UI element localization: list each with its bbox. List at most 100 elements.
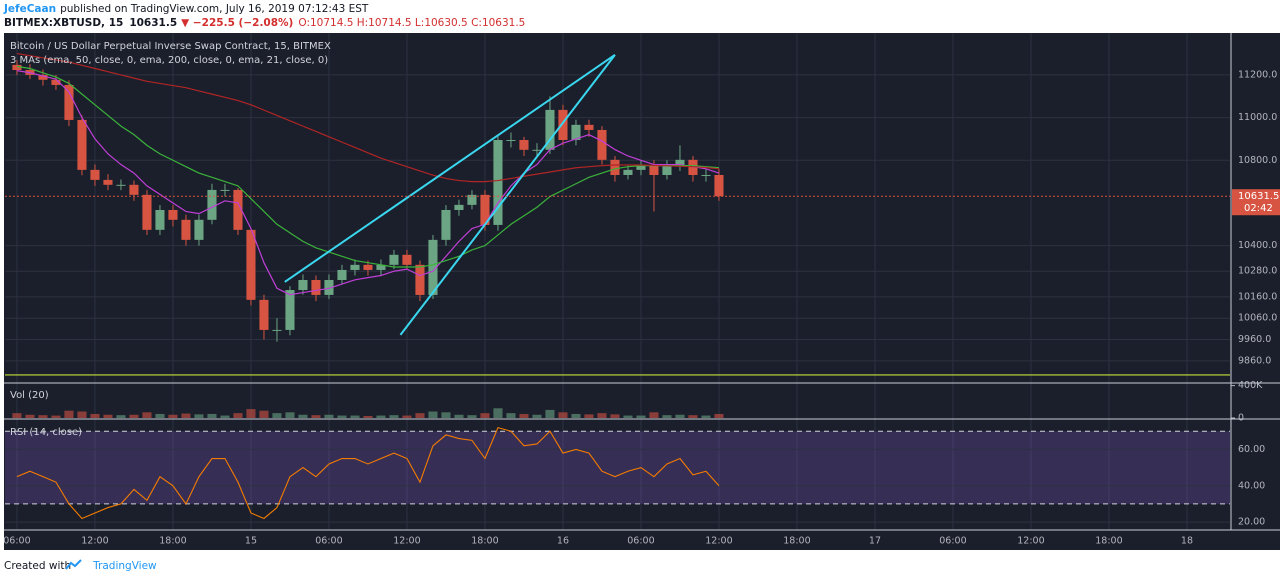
candle-body (168, 209, 178, 220)
candle-body (402, 254, 412, 265)
candle-body (103, 179, 113, 185)
x-tick-label: 06:00 (627, 536, 654, 547)
candle-body (376, 264, 386, 270)
candle-body (155, 209, 165, 230)
volume-bar (324, 414, 334, 418)
candle-body (181, 219, 191, 240)
x-tick-label: 18:00 (1095, 536, 1122, 547)
footer-prefix: Created with (4, 560, 71, 572)
candle-body (350, 264, 360, 270)
x-tick-label: 06:00 (3, 536, 30, 547)
x-tick-label: 12:00 (705, 536, 732, 547)
rsi-band (5, 431, 1230, 504)
volume-bar (259, 410, 269, 418)
y-tick-label: 10280.0 (1238, 266, 1277, 277)
volume-bar (649, 412, 659, 418)
volume-bar (506, 413, 516, 418)
tv-logo (65, 559, 82, 570)
y-tick-label: 10160.0 (1238, 291, 1277, 302)
volume-bar (571, 413, 581, 418)
volume-bar (181, 413, 191, 418)
candle-body (636, 164, 646, 170)
volume-bar (168, 414, 178, 418)
price-tag-label: 10631.5 (1238, 191, 1279, 202)
candle-body (337, 269, 347, 280)
indicator-label: 3 MAs (ema, 50, close, 0, ema, 200, clos… (10, 55, 328, 66)
candle-body (558, 109, 568, 140)
volume-bar (467, 415, 477, 418)
candle-body (493, 139, 503, 225)
candle-body (129, 184, 139, 195)
volume-tick-label: 400K (1238, 380, 1263, 391)
y-tick-label: 10060.0 (1238, 313, 1277, 324)
candle-body (441, 209, 451, 240)
ohlc: O:10714.5 H:10714.5 L:10630.5 C:10631.5 (298, 17, 525, 29)
candle-body (363, 264, 373, 270)
x-tick-label: 06:00 (939, 536, 966, 547)
x-tick-label: 12:00 (393, 536, 420, 547)
volume-bar (662, 415, 672, 418)
candle-body (116, 184, 126, 186)
candle-body (285, 290, 295, 330)
x-tick-label: 18:00 (471, 536, 498, 547)
candle-body (246, 229, 256, 300)
candle-body (506, 139, 516, 141)
volume-bar (51, 415, 61, 418)
rsi-tick-label: 20.00 (1238, 517, 1265, 528)
volume-bar (25, 414, 35, 418)
candle-body (545, 109, 555, 150)
volume-tick-label: 0 (1238, 413, 1244, 424)
candle-body (701, 174, 711, 176)
volume-bar (311, 415, 321, 418)
candle-body (480, 194, 490, 225)
candle-body (714, 174, 724, 197)
y-tick-label: 9860.0 (1238, 355, 1271, 366)
x-tick-label: 15 (245, 536, 257, 547)
volume-bar (64, 410, 74, 418)
published: published on TradingView.com, July 16, 2… (60, 3, 369, 15)
volume-bar (233, 413, 243, 418)
volume-bar (103, 414, 113, 418)
volume-bar (194, 414, 204, 418)
volume-bar (129, 414, 139, 418)
volume-bar (701, 415, 711, 418)
x-tick-label: 18:00 (159, 536, 186, 547)
volume-bar (90, 413, 100, 418)
volume-bar (402, 415, 412, 418)
candle-body (623, 169, 633, 175)
candle-body (662, 164, 672, 175)
volume-bar (337, 415, 347, 418)
candle-body (259, 299, 269, 330)
volume-bar (480, 413, 490, 418)
volume-bar (116, 415, 126, 418)
volume-bar (363, 415, 373, 418)
candle-body (571, 124, 581, 140)
volume-bar (376, 415, 386, 418)
candle-body (51, 79, 61, 85)
volume-bar (12, 413, 22, 418)
volume-bar (636, 415, 646, 418)
candle-body (532, 149, 542, 151)
candle-body (428, 239, 438, 295)
x-tick-label: 12:00 (81, 536, 108, 547)
volume-bar (285, 412, 295, 418)
chart-bg (4, 33, 1280, 550)
candle-body (467, 194, 477, 205)
volume-bar (688, 415, 698, 418)
candle-body (272, 329, 282, 331)
volume-bar (428, 411, 438, 418)
candle-body (38, 74, 48, 80)
candle-body (220, 189, 230, 191)
volume-bar (584, 414, 594, 418)
y-tick-label: 10400.0 (1238, 240, 1277, 251)
candle-body (298, 279, 308, 291)
countdown: 02:42 (1244, 203, 1273, 214)
x-tick-label: 06:00 (315, 536, 342, 547)
rsi-tick-label: 60.00 (1238, 444, 1265, 455)
plot-layer: 06:00 12:00 18:00 15 06:00 12:00 18:00 16 06:00 1… (3, 33, 1277, 547)
candle-body (610, 159, 620, 175)
y-tick-label: 9960.0 (1238, 334, 1271, 345)
volume-bar (298, 414, 308, 418)
candle-body (519, 139, 529, 150)
